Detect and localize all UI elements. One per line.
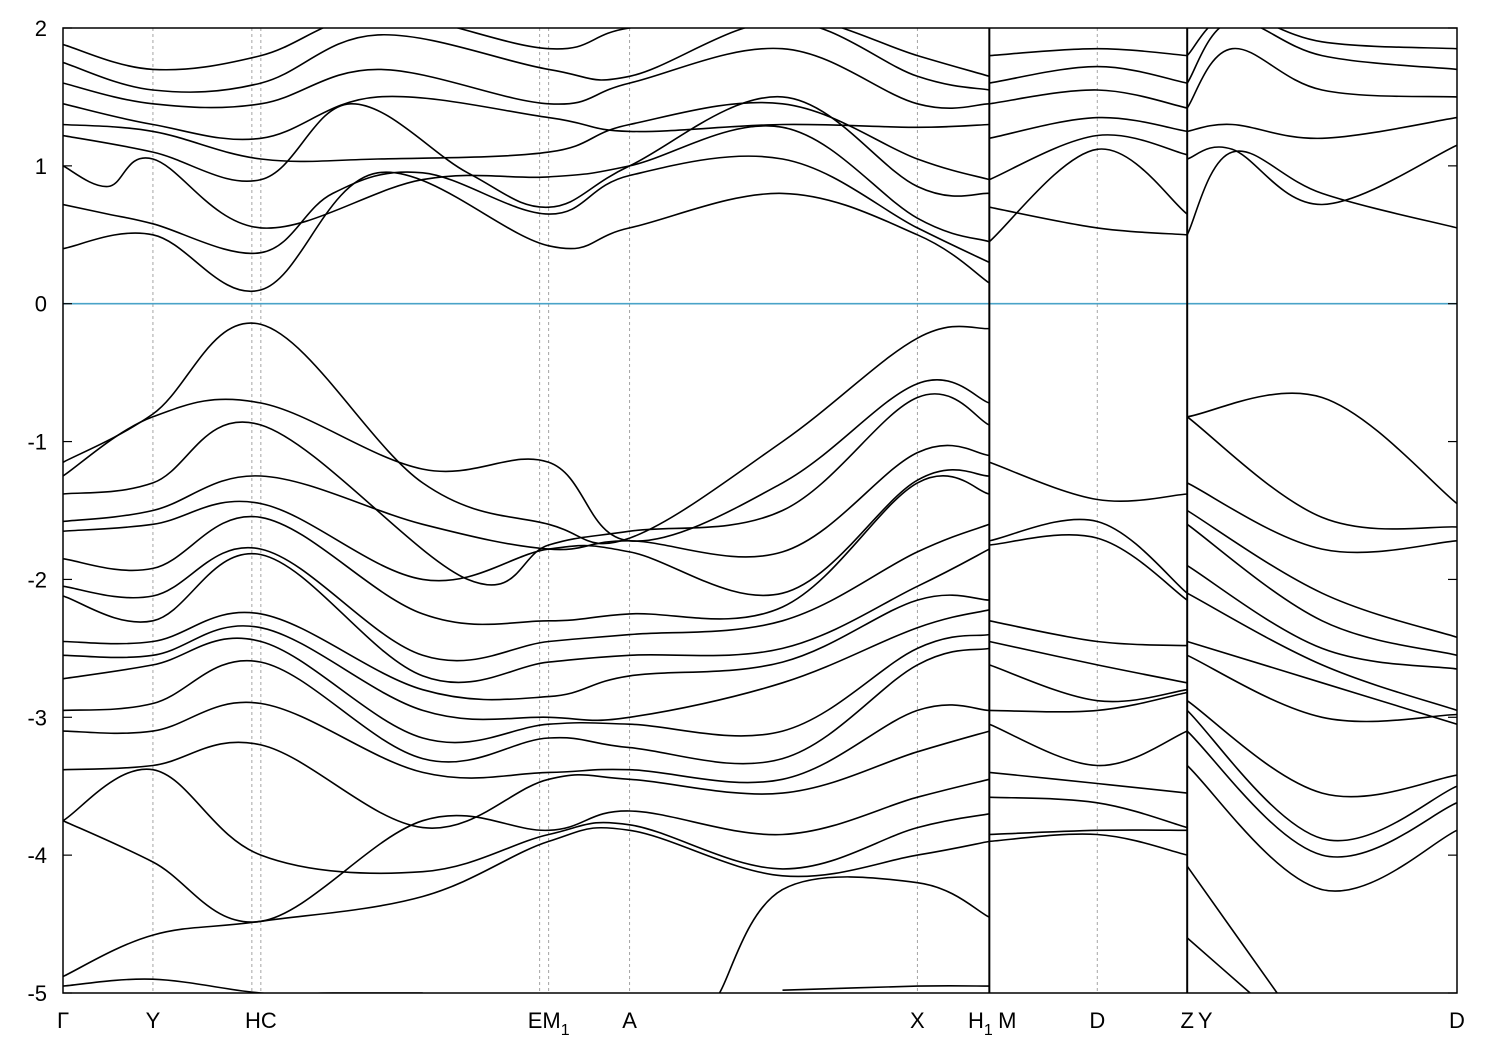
band-line-65 bbox=[1186, 709, 1457, 842]
band-line-13 bbox=[989, 116, 1188, 140]
band-line-50 bbox=[989, 723, 1188, 767]
band-line-62 bbox=[1186, 640, 1457, 725]
band-line-43 bbox=[989, 461, 1188, 503]
y-tick-label: -4 bbox=[27, 843, 47, 868]
x-tick-label-subscript: 1 bbox=[561, 1022, 570, 1039]
band-line-32 bbox=[63, 609, 990, 722]
band-line-7 bbox=[63, 47, 990, 109]
x-tick-label: D bbox=[1089, 1008, 1105, 1033]
band-line-17 bbox=[1186, 150, 1457, 236]
x-tick-label: Γ bbox=[57, 1008, 69, 1033]
band-line-34 bbox=[63, 647, 990, 765]
band-line-49 bbox=[989, 691, 1188, 713]
band-line-55 bbox=[1187, 392, 1457, 505]
y-tick-label: 2 bbox=[35, 16, 47, 41]
x-tick-label: H1 bbox=[968, 1008, 993, 1039]
x-tick-label: Z bbox=[1180, 1008, 1193, 1033]
y-tick-label: 1 bbox=[35, 154, 47, 179]
band-line-9 bbox=[63, 28, 990, 78]
y-tick-label: -3 bbox=[27, 705, 47, 730]
y-tick-label: -2 bbox=[27, 567, 47, 592]
band-line-36 bbox=[63, 730, 990, 829]
band-line-56 bbox=[1186, 416, 1457, 530]
band-line-16 bbox=[989, 47, 1188, 57]
band-line-14 bbox=[989, 89, 1188, 109]
band-line-35 bbox=[63, 701, 990, 784]
band-line-1 bbox=[63, 171, 990, 293]
band-line-18 bbox=[1186, 144, 1457, 206]
band-line-54 bbox=[989, 833, 1188, 856]
band-line-69 bbox=[1186, 937, 1251, 993]
band-line-5 bbox=[63, 101, 990, 181]
band-line-58 bbox=[1186, 509, 1457, 639]
band-line-28 bbox=[63, 475, 990, 626]
band-line-4 bbox=[63, 96, 990, 209]
band-line-48 bbox=[989, 664, 1188, 703]
band-line-59 bbox=[1186, 523, 1457, 657]
band-line-41 bbox=[718, 876, 990, 993]
plot-frame bbox=[62, 27, 1458, 994]
band-line-67 bbox=[1186, 764, 1457, 892]
band-line-23 bbox=[63, 322, 990, 545]
path-break-lines bbox=[988, 28, 1189, 993]
band-line-46 bbox=[989, 620, 1188, 647]
band-lines bbox=[63, 28, 1457, 993]
band-line-63 bbox=[1186, 654, 1457, 723]
band-line-51 bbox=[989, 771, 1188, 794]
band-line-29 bbox=[63, 523, 990, 662]
band-line-24 bbox=[63, 379, 990, 542]
x-tick-label: M bbox=[998, 1008, 1016, 1033]
band-line-15 bbox=[989, 65, 1188, 84]
band-line-12 bbox=[988, 134, 1188, 181]
band-line-2 bbox=[63, 155, 990, 264]
band-line-38 bbox=[63, 768, 990, 875]
band-line-57 bbox=[1186, 482, 1457, 554]
x-tick-label-subscript: 1 bbox=[984, 1022, 993, 1039]
y-tick-label: -5 bbox=[27, 981, 47, 1006]
band-line-44 bbox=[989, 518, 1188, 594]
x-tick-label: HC bbox=[245, 1008, 277, 1033]
band-line-37 bbox=[63, 778, 990, 923]
x-tick-label: EM1 bbox=[528, 1008, 570, 1039]
band-line-47 bbox=[989, 640, 1188, 684]
x-tick-label: D bbox=[1449, 1008, 1465, 1033]
band-line-33 bbox=[63, 633, 990, 744]
y-tick-label: -1 bbox=[27, 430, 47, 455]
x-tick-label: Y bbox=[1198, 1008, 1213, 1033]
band-line-11 bbox=[988, 148, 1188, 243]
x-tick-label: A bbox=[622, 1008, 637, 1033]
y-axis: 2 1 0 -1 -2 -3 -4 -5 bbox=[27, 16, 1457, 1006]
y-tick-label: 0 bbox=[35, 292, 47, 317]
x-axis: Γ Y HC EM1 A X H1 M D Z Y D bbox=[57, 1008, 1465, 1039]
band-line-68 bbox=[1186, 865, 1278, 993]
band-line-40 bbox=[63, 978, 423, 993]
band-line-42 bbox=[782, 984, 990, 991]
x-tick-label: Y bbox=[146, 1008, 161, 1033]
band-line-52 bbox=[989, 796, 1188, 829]
band-line-39 bbox=[63, 826, 990, 978]
band-line-8 bbox=[63, 28, 990, 93]
band-line-30 bbox=[63, 548, 990, 684]
band-line-60 bbox=[1186, 564, 1457, 670]
band-line-26 bbox=[63, 444, 990, 558]
band-line-19 bbox=[1187, 116, 1457, 140]
x-tick-label: X bbox=[910, 1008, 925, 1033]
band-line-10 bbox=[989, 206, 1188, 236]
band-line-20 bbox=[1186, 47, 1457, 109]
band-line-21 bbox=[1186, 28, 1457, 84]
band-line-27 bbox=[63, 469, 990, 597]
band-line-66 bbox=[1186, 730, 1457, 858]
band-line-45 bbox=[989, 534, 1188, 601]
band-line-53 bbox=[989, 829, 1188, 836]
band-line-3 bbox=[63, 125, 990, 243]
band-line-31 bbox=[63, 594, 990, 701]
band-line-25 bbox=[63, 393, 990, 586]
band-line-61 bbox=[1186, 592, 1457, 712]
band-line-64 bbox=[1186, 700, 1457, 798]
band-line-6 bbox=[63, 95, 990, 141]
